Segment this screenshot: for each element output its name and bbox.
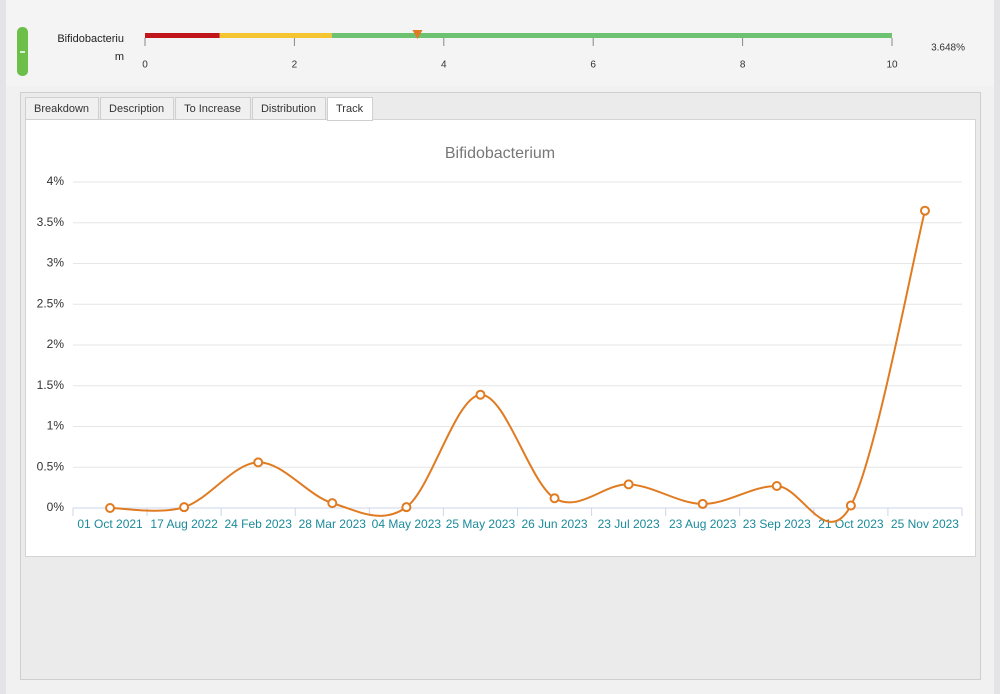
gauge-tick-label: 2: [292, 60, 298, 71]
gauge-value: 3.648%: [931, 43, 965, 54]
x-tick-label: 25 May 2023: [446, 517, 516, 531]
x-tick-label: 23 Aug 2023: [669, 517, 737, 531]
x-tick-label: 25 Nov 2023: [891, 517, 959, 531]
point: [919, 205, 930, 216]
x-tick-label: 23 Jul 2023: [598, 517, 660, 531]
gauge-label: Bifidobacterium: [57, 33, 124, 63]
y-tick-label: 3%: [47, 256, 65, 270]
tab[interactable]: [326, 97, 374, 121]
tab[interactable]: [25, 97, 100, 120]
tab-label[interactable]: Distribution: [261, 103, 316, 115]
point: [845, 500, 856, 511]
gauge-tick-label: 8: [740, 60, 746, 71]
point: [623, 479, 634, 490]
tab[interactable]: [175, 97, 251, 120]
y-tick-label: 0.5%: [37, 459, 65, 473]
point: [327, 498, 338, 509]
point: [179, 502, 190, 513]
tab-label[interactable]: Track: [336, 103, 364, 115]
y-tick-label: 0%: [47, 500, 65, 514]
y-tick-label: 2.5%: [37, 296, 65, 310]
x-tick-label: 24 Feb 2023: [225, 517, 293, 531]
point: [549, 493, 560, 504]
x-tick-label: 23 Sep 2023: [743, 517, 811, 531]
gauge-tick-label: 0: [142, 60, 148, 71]
tab[interactable]: [251, 97, 326, 120]
tab-label[interactable]: Description: [109, 103, 164, 115]
x-tick-label: 04 May 2023: [372, 517, 442, 531]
x-tick-label: 01 Oct 2021: [77, 517, 143, 531]
tab-label[interactable]: Breakdown: [34, 103, 89, 115]
point: [105, 503, 116, 513]
chart-box: [25, 119, 976, 557]
point: [771, 480, 782, 491]
x-tick-label: 26 Jun 2023: [522, 517, 588, 531]
x-tick-label: 17 Aug 2022: [150, 517, 218, 531]
point: [401, 502, 412, 513]
chart-title: Bifidobacterium: [445, 145, 555, 162]
tab[interactable]: [100, 97, 175, 120]
point: [253, 457, 264, 468]
gauge-segment: [331, 33, 892, 38]
point: [697, 498, 708, 509]
y-tick-label: 4%: [47, 174, 65, 188]
gauge-panel: [6, 0, 994, 86]
gauge-marker: [412, 30, 423, 39]
gauge-segment: [219, 33, 332, 38]
x-tick-label: 28 Mar 2023: [299, 517, 367, 531]
gauge-tick-label: 6: [590, 60, 596, 71]
gauge-tick-label: 10: [886, 60, 898, 71]
y-tick-label: 2%: [47, 337, 65, 351]
y-tick-label: 1.5%: [37, 378, 65, 392]
y-tick-label: 1%: [47, 419, 65, 433]
x-tick-label: 21 Oct 2023: [818, 517, 884, 531]
y-tick-label: 3.5%: [37, 215, 65, 229]
point: [475, 389, 486, 400]
gauge-segment: [145, 33, 220, 38]
tab-label[interactable]: To Increase: [184, 103, 241, 115]
gauge-tick-label: 4: [441, 60, 447, 71]
